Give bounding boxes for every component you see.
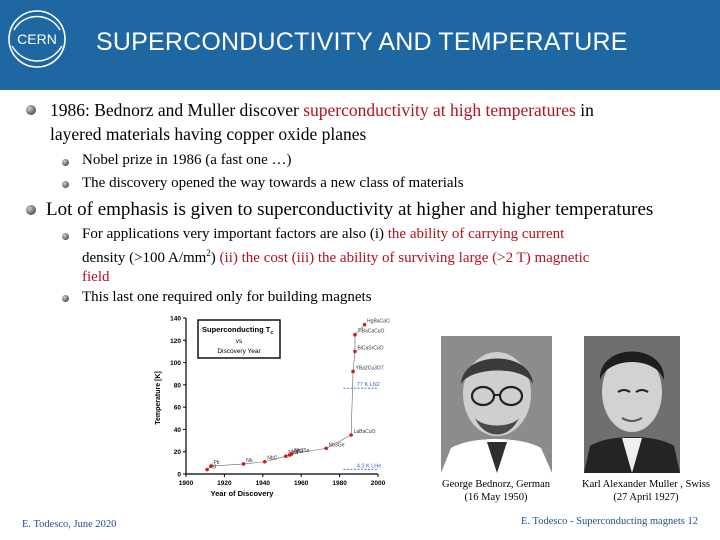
tc-vs-year-chart: 1900 1920 1940 1960 1980 2000 0 20 40 60 80 100 120 1… bbox=[155, 316, 390, 499]
muller-caption: Karl Alexander Muller , Swiss (27 April … bbox=[576, 478, 716, 504]
bednorz-caption-line1: George Bednorz, German bbox=[442, 479, 550, 490]
bullet-1-highlight: superconductivity at high temperatures bbox=[303, 100, 576, 120]
logo-text: CERN bbox=[17, 31, 57, 47]
chart-point bbox=[353, 332, 357, 337]
chart-point-label: NbC bbox=[267, 456, 277, 462]
bullet-1-sub-1: Nobel prize in 1986 (a fast one …) bbox=[82, 152, 292, 168]
muller-photo bbox=[584, 336, 680, 473]
chart-x-tick-label: 1920 bbox=[217, 480, 232, 487]
chart-connector bbox=[354, 324, 365, 335]
bullet-1-text: 1986: Bednorz and Muller discover superc… bbox=[50, 98, 710, 146]
bullet-2-sub-2: This last one required only for building… bbox=[82, 289, 372, 305]
chart-title-line2: vs bbox=[236, 338, 243, 345]
footer-author-date: E. Todesco, June 2020 bbox=[22, 519, 117, 530]
chart-point bbox=[284, 454, 288, 458]
bullet-1-prefix: 1986: Bednorz and Muller discover bbox=[50, 100, 304, 120]
slide-title: SUPERCONDUCTIVITY AND TEMPERATURE bbox=[96, 28, 628, 56]
chart-point-label: Nb3Ge bbox=[329, 442, 345, 448]
chart-point-label: NbN bbox=[288, 450, 298, 456]
chart-connector bbox=[210, 463, 244, 467]
chart-point-label: V3Si bbox=[292, 449, 303, 455]
chart-title-box bbox=[197, 319, 281, 359]
chart-point bbox=[241, 462, 246, 466]
muller-caption-line2: (27 April 1927) bbox=[613, 492, 679, 503]
header-band: CERN SUPERCONDUCTIVITY AND TEMPERATURE bbox=[0, 0, 720, 90]
chart-title-line1: Superconducting Tc bbox=[202, 325, 273, 336]
chart-title-line3: Discovery Year bbox=[217, 348, 261, 355]
bullet-icon bbox=[26, 205, 36, 215]
chart-x-tick-label: 2000 bbox=[371, 480, 386, 487]
bullet-icon bbox=[62, 233, 69, 240]
chart-point bbox=[351, 369, 355, 374]
chart-point-label: TlBaCaCuO bbox=[357, 329, 384, 335]
chart-ylabel: Temperature [K] bbox=[155, 371, 162, 425]
chart-y-tick-label: 80 bbox=[174, 382, 182, 389]
chart-point bbox=[362, 322, 367, 327]
bullet-icon bbox=[62, 295, 69, 302]
bednorz-photo bbox=[441, 336, 552, 473]
chart-point-label: Nb bbox=[246, 458, 253, 464]
chart-point bbox=[289, 452, 294, 456]
chart-point-label: HgBaCaCuO bbox=[367, 319, 390, 325]
footer-page-info: E. Todesco - Superconducting magnets 12 bbox=[521, 516, 698, 527]
chart-point-label: BiCaSrCuO bbox=[357, 345, 383, 351]
bullet-2-sub-1-hl1: the ability of carrying current bbox=[387, 226, 565, 242]
bullet-2-sub-1-sup: 2 bbox=[206, 248, 211, 258]
chart-point-label: Pb bbox=[213, 460, 219, 466]
chart-point bbox=[262, 459, 267, 464]
chart-y-tick-label: 40 bbox=[174, 427, 182, 434]
bullet-2-sub-1-line3: field bbox=[82, 269, 110, 285]
chart-point-label: Hg bbox=[210, 464, 217, 470]
chart-point-label: LaBaCuO bbox=[354, 429, 376, 435]
chart-y-tick-label: 100 bbox=[170, 360, 181, 367]
bullet-2-sub-1-close: ) bbox=[210, 250, 216, 266]
chart-y-tick-label: 20 bbox=[174, 449, 182, 456]
chart-connector bbox=[243, 461, 265, 465]
chart-y-tick-label: 120 bbox=[170, 338, 181, 345]
chart-x-tick-label: 1960 bbox=[294, 480, 309, 487]
chart-connector bbox=[264, 455, 286, 463]
bullet-2-sub-1-prefix: For applications very important factors … bbox=[82, 226, 388, 242]
chart-xlabel: Year of Discovery bbox=[211, 489, 275, 498]
chart-point-label: Nb3Sn bbox=[294, 448, 310, 454]
chart-x-tick-label: 1900 bbox=[179, 480, 194, 487]
bullet-2-text: Lot of emphasis is given to superconduct… bbox=[46, 199, 654, 220]
bullet-2-sub-1-density: density (>100 A/mm bbox=[82, 250, 207, 266]
chart-point bbox=[209, 464, 213, 468]
chart-x-tick-label: 1980 bbox=[332, 480, 347, 487]
bednorz-caption: George Bednorz, German (16 May 1950) bbox=[428, 478, 564, 504]
muller-caption-line1: Karl Alexander Muller , Swiss bbox=[581, 479, 711, 490]
chart-x-tick-label: 1940 bbox=[256, 480, 271, 487]
chart-connector bbox=[291, 448, 327, 455]
chart-point bbox=[205, 467, 209, 472]
chart-y-tick-label: 60 bbox=[174, 405, 182, 412]
chart-y-tick-label: 140 bbox=[170, 316, 181, 323]
bullet-icon bbox=[26, 105, 36, 115]
chart-reference-label: 4.2 K LHe bbox=[357, 463, 381, 469]
bullet-2-sub-1: For applications very important factors … bbox=[82, 225, 712, 287]
chart-point bbox=[353, 349, 357, 354]
bullet-1-line2: layered materials having copper oxide pl… bbox=[50, 124, 367, 144]
chart-point bbox=[324, 446, 328, 451]
bullet-1-suffix: in bbox=[575, 100, 594, 120]
chart-connector bbox=[352, 351, 356, 372]
cern-logo: CERN bbox=[8, 10, 66, 68]
chart-connector bbox=[326, 434, 352, 449]
chart-connector bbox=[350, 371, 354, 436]
bednorz-caption-line2: (16 May 1950) bbox=[464, 492, 528, 503]
bullet-1-sub-2: The discovery opened the way towards a n… bbox=[82, 175, 464, 191]
chart-reference-label: 77 K LN2 bbox=[357, 382, 380, 388]
bullet-2-sub-1-mid: (ii) the cost (iii) the ability of survi… bbox=[215, 250, 590, 266]
chart-point bbox=[349, 433, 353, 437]
chart-point-label: YBa2Cu3O7 bbox=[356, 365, 384, 371]
bullet-icon bbox=[62, 181, 69, 188]
bullet-icon bbox=[62, 159, 69, 166]
chart-y-tick-label: 0 bbox=[177, 472, 181, 479]
